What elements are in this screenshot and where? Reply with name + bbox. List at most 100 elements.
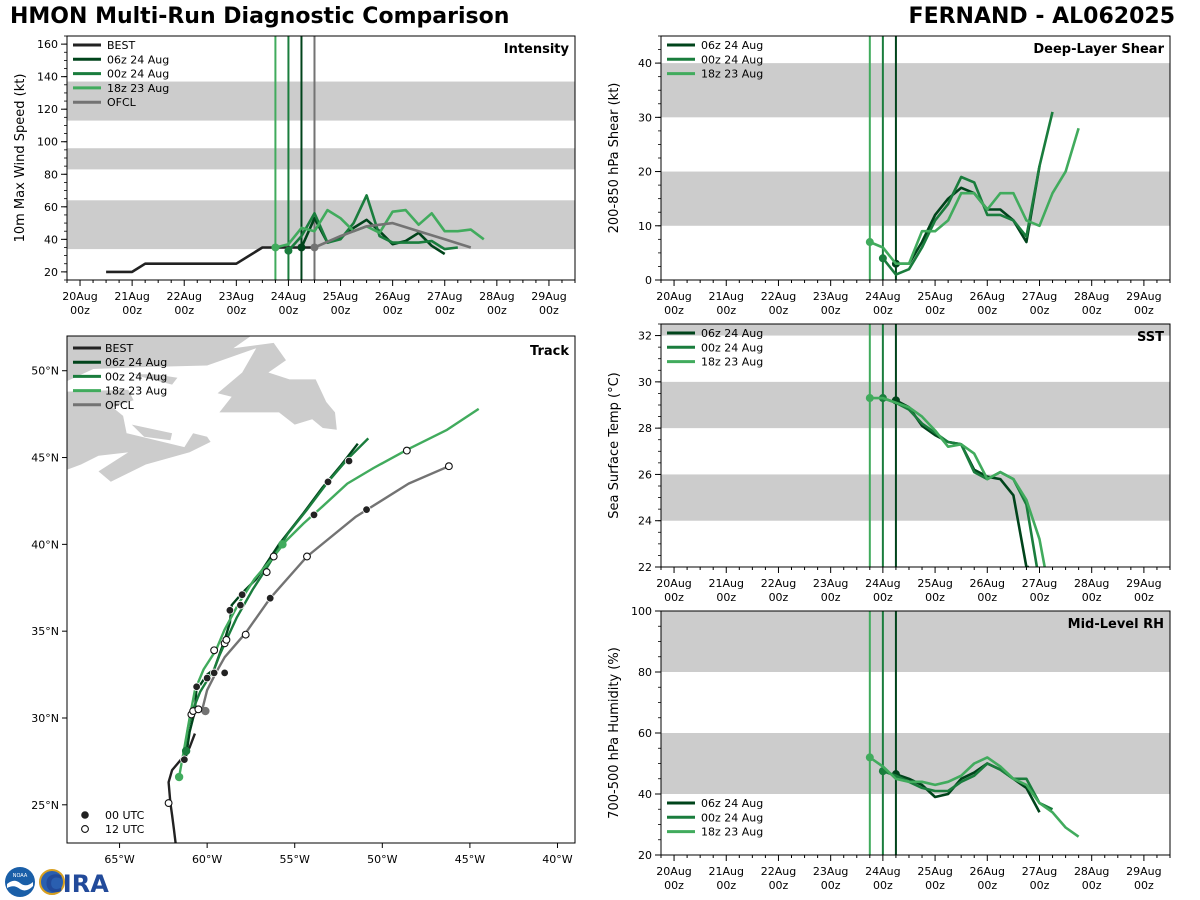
intensity-xtick-label: 21Aug (114, 290, 149, 303)
shear-band (661, 63, 1170, 118)
intensity-start-marker (271, 243, 280, 252)
track-xtick-label: 45°W (455, 853, 485, 866)
sst-xtick-label: 00z (664, 591, 684, 604)
rh-series-run3 (869, 756, 1080, 838)
shear-xtick-label: 00z (1082, 304, 1102, 317)
shear-xtick-label: 00z (1030, 304, 1050, 317)
track-ytick-label: 35°N (31, 625, 59, 638)
shear-xtick-label: 20Aug (656, 290, 691, 303)
intensity-xtick-label: 00z (70, 304, 90, 317)
rh-xtick-label: 21Aug (709, 865, 744, 878)
shear-xtick-label: 00z (977, 304, 997, 317)
rh-legend-label: 06z 24 Aug (701, 797, 763, 810)
cira-logo-text: CIRA (45, 870, 109, 898)
track-marker-legend-label: 12 UTC (105, 823, 145, 836)
shear-ytick-label: 10 (638, 220, 652, 233)
land-polygon (131, 374, 178, 385)
sst-xtick-label: 27Aug (1022, 577, 1057, 590)
track-marker-00utc (201, 706, 210, 716)
track-xtick-label: 60°W (192, 853, 222, 866)
intensity-xtick-label: 22Aug (166, 290, 201, 303)
shear-series-run2 (881, 111, 1054, 276)
intensity-start-marker (284, 246, 293, 255)
rh-xtick-label: 24Aug (865, 865, 900, 878)
sst-xtick-label: 00z (716, 591, 736, 604)
track-xtick-label: 65°W (104, 853, 134, 866)
track-frame (66, 335, 576, 844)
track-marker-12utc (269, 552, 278, 561)
rh-xtick-label: 22Aug (761, 865, 796, 878)
rh-ytick-label: 100 (631, 605, 652, 618)
track-marker-00utc (309, 510, 319, 520)
shear-ytick-label: 40 (638, 57, 652, 70)
sst-ylabel: Sea Surface Temp (°C) (607, 372, 622, 519)
noaa-logo-icon (5, 867, 35, 897)
shear-xtick-label: 00z (873, 304, 893, 317)
intensity-xtick-label: 26Aug (375, 290, 410, 303)
sst-series-run3 (869, 396, 1046, 567)
rh-xtick-label: 00z (1134, 879, 1154, 892)
shear-start-marker (891, 259, 900, 268)
intensity-xtick-label: 29Aug (531, 290, 566, 303)
intensity-xtick-label: 00z (122, 304, 142, 317)
sst-xtick-label: 28Aug (1074, 577, 1109, 590)
sst-start-marker (865, 394, 874, 403)
intensity-xtick-label: 25Aug (323, 290, 358, 303)
track-marker-12utc (187, 710, 196, 719)
intensity-xtick-label: 24Aug (271, 290, 306, 303)
track-marker-00utc (202, 673, 212, 683)
rh-panel-title: Mid-Level RH (1068, 617, 1164, 632)
intensity-series-run2 (287, 194, 458, 252)
track-marker-12utc (164, 799, 173, 808)
shear-ytick-label: 30 (638, 111, 652, 124)
rh-ytick-label: 80 (638, 666, 652, 679)
intensity-xtick-label: 00z (226, 304, 246, 317)
intensity-legend-label: 06z 24 Aug (107, 53, 169, 66)
sst-frame (660, 323, 1171, 568)
sst-xtick-label: 24Aug (865, 577, 900, 590)
sst-xtick-label: 26Aug (970, 577, 1005, 590)
rh-xtick-label: 00z (1030, 879, 1050, 892)
intensity-ytick-label: 80 (44, 168, 58, 181)
rh-xtick-label: 00z (925, 879, 945, 892)
intensity-xtick-label: 00z (331, 304, 351, 317)
rh-ytick-label: 60 (638, 727, 652, 740)
sst-xtick-label: 00z (821, 591, 841, 604)
figure-title: HMON Multi-Run Diagnostic Comparison (10, 4, 510, 29)
track-legend-marker-00 (81, 811, 89, 819)
rh-ylabel: 700-500 hPa Humidity (%) (607, 647, 622, 819)
track-marker-12utc (222, 635, 231, 644)
track-marker-12utc (402, 446, 411, 455)
shear-xtick-label: 24Aug (865, 290, 900, 303)
track-marker-00utc (278, 540, 287, 549)
track-marker-00utc (236, 600, 245, 610)
track-marker-00utc (344, 456, 354, 466)
rh-series-run2 (882, 762, 1054, 811)
shear-ytick-label: 20 (638, 166, 652, 179)
intensity-start-marker (297, 243, 306, 252)
track-marker-12utc (220, 639, 229, 648)
rh-band (661, 611, 1170, 672)
rh-start-marker (878, 767, 887, 776)
intensity-panel-title: Intensity (504, 42, 570, 57)
intensity-ytick-label: 40 (44, 233, 58, 246)
sst-legend-label: 06z 24 Aug (701, 327, 763, 340)
intensity-ytick-label: 160 (37, 38, 58, 51)
rh-xtick-label: 20Aug (656, 865, 691, 878)
sst-xtick-label: 23Aug (813, 577, 848, 590)
track-ytick-label: 50°N (31, 365, 59, 378)
intensity-xtick-label: 00z (539, 304, 559, 317)
track-marker-00utc (225, 606, 235, 615)
shear-xtick-label: 27Aug (1022, 290, 1057, 303)
track-marker-12utc (241, 630, 250, 639)
intensity-band (67, 148, 575, 170)
sst-ytick-label: 24 (638, 515, 652, 528)
rh-xtick-label: 27Aug (1022, 865, 1057, 878)
track-series-run1 (184, 442, 359, 757)
sst-xtick-label: 00z (1134, 591, 1154, 604)
sst-xtick-label: 00z (1082, 591, 1102, 604)
sst-ytick-label: 28 (638, 422, 652, 435)
shear-xtick-label: 28Aug (1074, 290, 1109, 303)
